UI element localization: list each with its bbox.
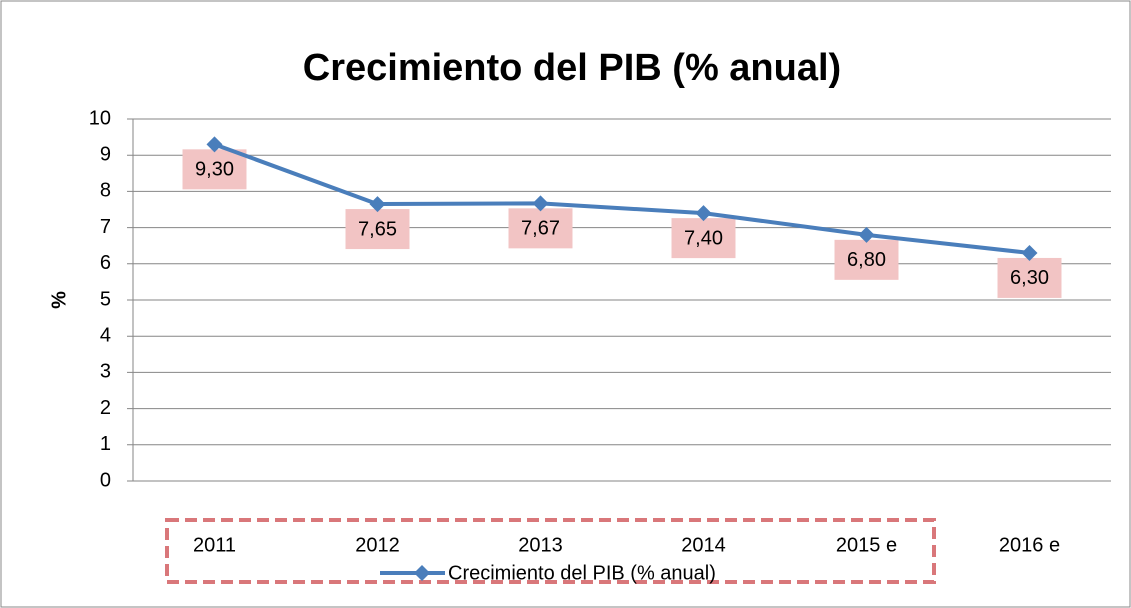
value-label: 7,65: [358, 218, 397, 240]
y-tick-label: 8: [100, 180, 111, 202]
value-label: 7,67: [521, 218, 560, 240]
y-tick-label: 9: [100, 143, 111, 165]
y-tick-label: 3: [100, 361, 111, 383]
value-label: 9,30: [195, 159, 234, 181]
x-tick-label: 2011: [193, 534, 236, 556]
y-tick-label: 7: [100, 216, 111, 238]
y-tick-label: 6: [100, 252, 111, 274]
y-axis-label: %: [48, 291, 70, 309]
value-label: 6,30: [1010, 267, 1049, 289]
marker: [858, 226, 875, 243]
x-tick-label: 2016 e: [999, 534, 1060, 556]
highlight-box: [165, 518, 936, 584]
chart-title: Crecimiento del PIB (% anual): [303, 47, 841, 89]
value-label-highlight: [508, 208, 573, 249]
y-tick-label: 10: [89, 107, 111, 129]
marker: [369, 196, 386, 213]
legend-marker: [414, 565, 430, 581]
y-tick-label: 2: [100, 397, 111, 419]
x-tick-label: 2015 e: [836, 534, 897, 556]
value-label-highlight: [834, 239, 899, 280]
legend-label: Crecimiento del PIB (% anual): [448, 562, 716, 584]
marker: [1021, 244, 1038, 261]
marker: [532, 195, 549, 212]
value-label-highlight: [345, 209, 410, 250]
value-label: 7,40: [684, 227, 723, 249]
value-label-highlight: [182, 149, 247, 190]
series-line: [213, 142, 1030, 255]
x-tick-label: 2013: [518, 534, 563, 556]
marker: [695, 205, 712, 222]
y-tick-label: 0: [100, 469, 111, 491]
value-label-highlight: [671, 218, 736, 259]
y-tick-label: 5: [100, 288, 111, 310]
value-label: 6,80: [847, 249, 886, 271]
marker: [206, 136, 223, 153]
x-tick-label: 2014: [681, 534, 726, 556]
value-label-highlight: [997, 257, 1062, 298]
y-tick-label: 1: [100, 433, 111, 455]
y-tick-label: 4: [100, 324, 111, 346]
x-tick-label: 2012: [355, 534, 400, 556]
